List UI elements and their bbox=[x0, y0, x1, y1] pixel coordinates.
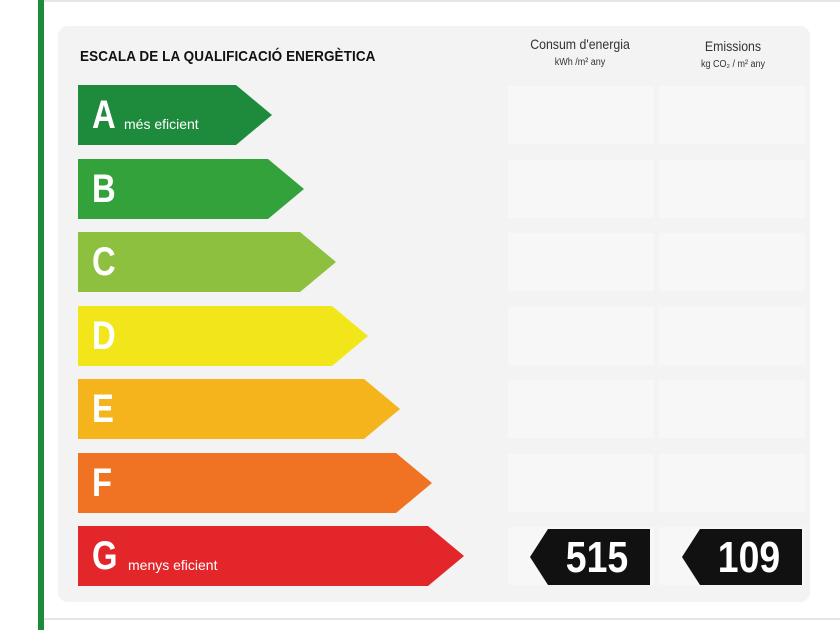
consum-cell bbox=[508, 233, 654, 291]
rating-letter: F bbox=[92, 460, 113, 505]
emissions-label: Emissions bbox=[704, 38, 762, 54]
consum-label: Consum d'energia bbox=[530, 36, 630, 52]
rating-row-b: B bbox=[75, 158, 810, 220]
consum-cell bbox=[508, 159, 654, 218]
consum-column-header: Consum d'energia kWh /m² any bbox=[505, 36, 655, 68]
consum-cell bbox=[508, 453, 654, 512]
consum-unit: kWh /m² any bbox=[554, 57, 606, 68]
rating-arrow-e: E bbox=[78, 379, 400, 439]
emissions-cell bbox=[659, 86, 805, 144]
rating-description: menys eficient bbox=[128, 557, 218, 573]
consum-cell bbox=[508, 306, 654, 365]
rating-row-d: D bbox=[75, 305, 810, 367]
emissions-value-tag: 109 bbox=[682, 529, 802, 585]
top-divider bbox=[44, 0, 840, 2]
rating-row-c: C bbox=[75, 231, 810, 293]
rating-letter: D bbox=[92, 313, 116, 358]
rating-letter: B bbox=[92, 166, 116, 211]
rating-row-f: F bbox=[75, 452, 810, 514]
value-number: 515 bbox=[565, 533, 629, 582]
rating-arrow-d: D bbox=[78, 305, 368, 366]
consum-value-tag: 515 bbox=[530, 529, 650, 585]
consum-cell bbox=[508, 380, 654, 438]
document-left-border bbox=[38, 0, 44, 630]
emissions-cell bbox=[659, 453, 805, 512]
rating-letter: C bbox=[92, 240, 116, 284]
rating-row-e: E bbox=[75, 378, 810, 440]
rating-arrow-f: F bbox=[78, 452, 432, 513]
emissions-cell bbox=[659, 380, 805, 438]
rating-arrow-c: C bbox=[78, 232, 336, 292]
emissions-cell bbox=[659, 159, 805, 218]
emissions-cell bbox=[659, 233, 805, 291]
emissions-cell bbox=[659, 306, 805, 365]
emissions-unit: kg CO₂ / m² any bbox=[700, 59, 766, 70]
emissions-column-header: Emissions kg CO₂ / m² any bbox=[658, 38, 808, 70]
rating-letter: E bbox=[92, 387, 114, 431]
rating-arrow-b: B bbox=[78, 158, 304, 219]
rating-letter: A bbox=[92, 93, 116, 137]
bottom-divider bbox=[44, 618, 840, 620]
rating-letter: G bbox=[92, 534, 118, 578]
rating-description: més eficient bbox=[124, 116, 199, 132]
scale-title: ESCALA DE LA QUALIFICACIÓ ENERGÈTICA bbox=[80, 48, 376, 65]
value-number: 109 bbox=[717, 533, 781, 582]
consum-cell bbox=[508, 86, 654, 144]
